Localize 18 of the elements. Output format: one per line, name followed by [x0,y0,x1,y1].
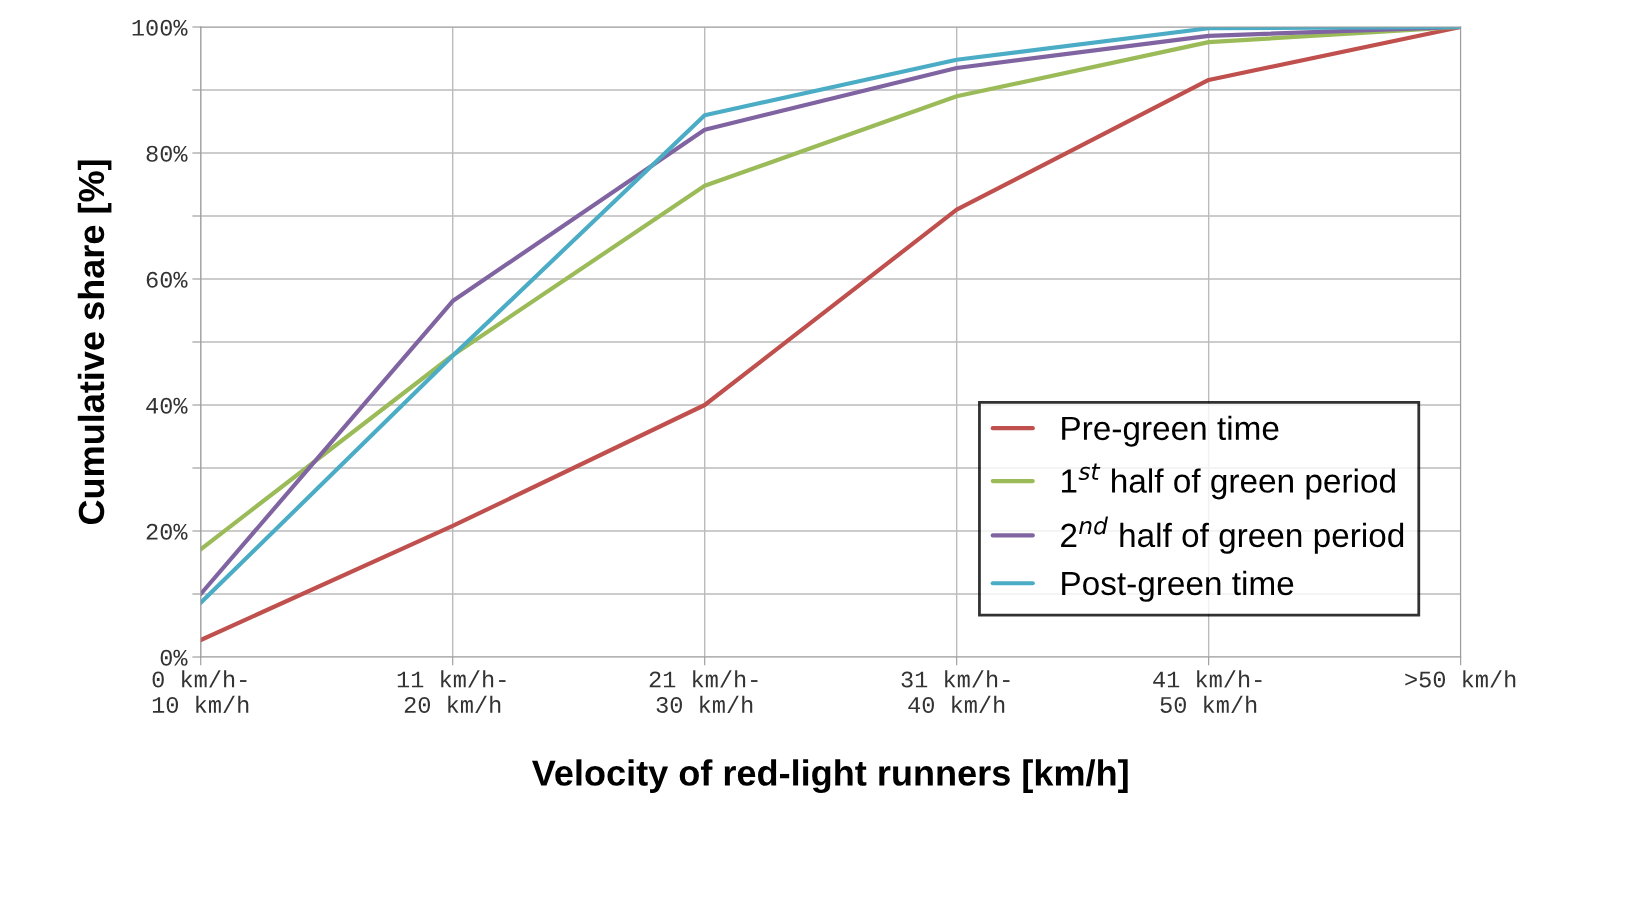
y-tick-label: 60% [146,271,188,288]
y-tick-label: 0% [160,649,188,666]
x-tick-label: 31 km/h- 40 km/h [901,670,1010,713]
x-tick-label: 11 km/h- 20 km/h [397,670,506,713]
x-tick-label: 41 km/h- 50 km/h [1153,670,1262,713]
y-axis-title: Cumulative share [%] [77,160,112,525]
legend-label: 2$^{nd}$ half of green period [1061,516,1404,554]
legend-label: Pre-green time [1062,415,1279,447]
y-tick-label: 40% [146,397,188,414]
x-tick-label: 0 km/h- 10 km/h [152,670,249,713]
x-axis-title: Velocity of red-light runners [km/h] [532,759,1128,794]
y-tick-label: 20% [146,523,188,540]
y-tick-label: 80% [146,145,188,162]
y-tick-label: 100% [132,19,188,36]
x-tick-label: >50 km/h [1405,670,1516,688]
legend-label: 1$^{st}$ half of green period [1061,463,1395,500]
legend-label: Post-green time [1062,570,1294,602]
x-tick-label: 21 km/h- 30 km/h [649,670,758,713]
